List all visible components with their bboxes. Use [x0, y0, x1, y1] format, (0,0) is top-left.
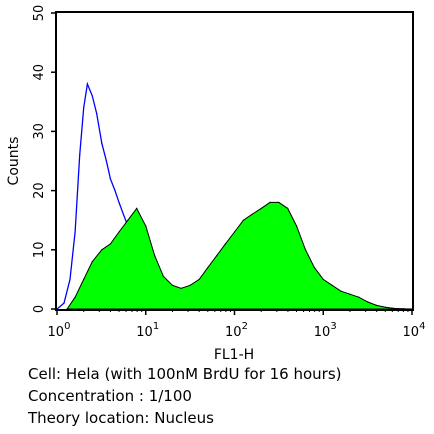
x-tick-label: 102	[225, 321, 248, 340]
series-sample-filled-point	[340, 290, 342, 292]
series-sample-filled-point	[384, 306, 386, 308]
series-sample-filled-point	[207, 267, 209, 269]
y-tick-label: 0	[32, 305, 47, 313]
series-sample-filled-point	[367, 301, 369, 303]
series-control-outline-point	[83, 107, 85, 109]
series-sample-filled-point	[216, 255, 218, 257]
series-control-outline-point	[109, 178, 111, 180]
series-sample-filled-point	[322, 278, 324, 280]
series-sample-filled-point	[118, 231, 120, 233]
series-sample-filled-point	[74, 296, 76, 298]
series-sample-filled-point	[154, 255, 156, 257]
series-sample-filled-point	[180, 287, 182, 289]
series-sample-filled-point	[233, 231, 236, 233]
series-sample-filled-point	[224, 243, 226, 245]
y-tick-label: 40	[32, 64, 47, 81]
y-tick-label: 10	[32, 242, 47, 259]
series-sample-filled-point	[375, 304, 378, 306]
series-control-outline-point	[63, 302, 65, 304]
x-axis-title: FL1-H	[214, 347, 254, 363]
series-sample-filled-point	[101, 249, 103, 251]
series-sample-filled-point	[304, 249, 307, 251]
series-sample-filled-point	[358, 296, 360, 298]
series-sample-filled-point	[349, 293, 351, 295]
series-sample-filled-point	[171, 284, 174, 286]
series-control-outline-point	[86, 83, 88, 85]
y-axis-title: Counts	[6, 137, 22, 186]
series-control-outline-point	[74, 231, 76, 233]
series-sample-filled-point	[162, 275, 164, 277]
series-sample-filled-point	[83, 278, 85, 280]
series-sample-filled-point	[136, 207, 138, 209]
series-sample-filled-point	[251, 213, 253, 215]
series-control-outline-point	[118, 201, 120, 203]
plot-area	[56, 81, 413, 310]
y-tick-label: 30	[32, 123, 47, 140]
series-control-outline-point	[96, 113, 98, 115]
series-control-outline-point	[122, 213, 124, 215]
series-control-outline-point	[114, 190, 116, 192]
series-sample-filled-point	[331, 284, 333, 286]
series-sample-filled-point	[393, 307, 395, 309]
series-sample-filled-point	[296, 225, 298, 227]
series-sample-filled-point	[109, 243, 111, 245]
axes: 0 10 20 30 40 50 100 101 102 103 104	[32, 5, 425, 340]
x-tick-label: 100	[48, 321, 71, 340]
series-sample-filled-point	[313, 267, 315, 269]
series-sample-filled-area	[66, 201, 413, 310]
series-sample-filled-point	[278, 201, 280, 203]
series-sample-filled-point	[189, 284, 191, 286]
series-sample-filled-point	[91, 261, 93, 263]
caption-cell-line: Cell: Hela (with 100nM BrdU for 16 hours…	[28, 365, 342, 383]
y-tick-label: 50	[32, 5, 47, 22]
series-control-outline-point	[79, 154, 81, 156]
x-tick-label: 103	[314, 321, 337, 340]
series-sample-filled-point	[198, 278, 200, 280]
series-control-outline-point	[91, 95, 93, 97]
x-tick-label: 101	[136, 321, 159, 340]
y-tick-label: 20	[32, 182, 47, 199]
series-sample-filled-point	[127, 219, 129, 221]
x-tick-label: 104	[403, 321, 426, 340]
series-sample-filled-point	[269, 201, 271, 203]
series-sample-filled-point	[287, 207, 289, 209]
series-sample-filled-point	[145, 225, 147, 227]
series-control-outline-point	[101, 142, 103, 144]
caption-theory-location: Theory location: Nucleus	[28, 409, 214, 427]
series-control-outline-point	[69, 278, 71, 280]
caption-concentration: Concentration : 1/100	[28, 387, 192, 405]
series-control-outline-point	[105, 160, 107, 162]
series-sample-filled-point	[242, 219, 244, 221]
series-sample-filled-point	[260, 207, 262, 209]
